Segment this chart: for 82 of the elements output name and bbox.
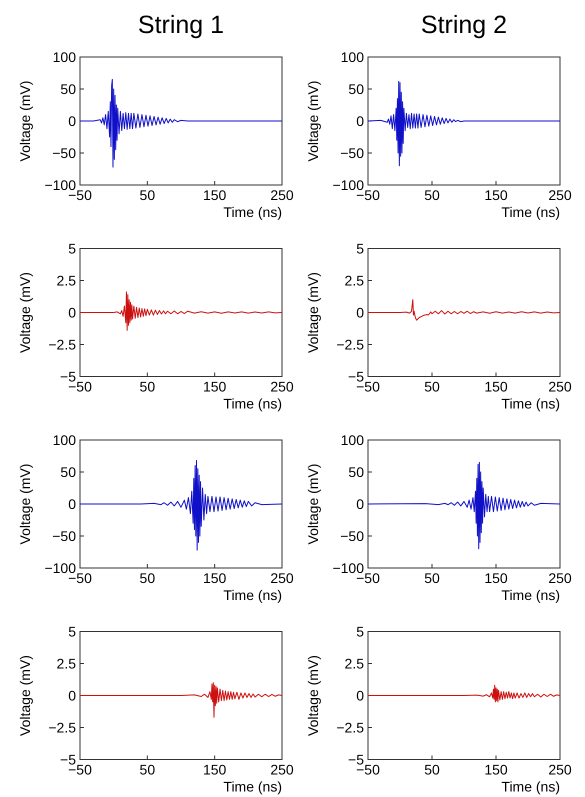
y-tick-label: 5 [356, 624, 364, 640]
y-tick-label: 5 [68, 624, 76, 640]
x-tick-label: 50 [140, 570, 156, 586]
y-tick-label: −2.5 [48, 336, 76, 352]
y-tick-label: −50 [52, 528, 76, 544]
x-tick-label: 150 [484, 378, 508, 394]
x-tick-label: 250 [270, 762, 294, 778]
y-tick-label: −50 [52, 145, 76, 161]
line-series [80, 460, 282, 551]
y-tick-label: 5 [68, 240, 76, 256]
x-tick-label: 150 [484, 762, 508, 778]
x-tick-label: 50 [424, 570, 440, 586]
line-series [80, 682, 282, 718]
y-tick-label: −2.5 [336, 720, 364, 736]
x-axis-title: Time (ns) [501, 778, 560, 794]
y-tick-label: 100 [52, 49, 76, 65]
line-series [368, 462, 560, 550]
x-tick-label: 250 [270, 187, 294, 203]
line-series [80, 78, 282, 168]
y-axis-title: Voltage (mV) [305, 80, 321, 162]
x-tick-label: 150 [202, 762, 227, 778]
y-tick-label: 50 [348, 81, 364, 97]
y-tick-label: 2.5 [344, 272, 364, 288]
x-tick-label: 50 [140, 378, 156, 394]
x-tick-label: 250 [270, 378, 294, 394]
line-series [368, 299, 560, 321]
y-tick-label: −2.5 [48, 720, 76, 736]
y-axis-title: Voltage (mV) [17, 464, 33, 544]
x-tick-label: 50 [140, 187, 156, 203]
y-tick-label: 100 [340, 432, 364, 448]
y-axis-title: Voltage (mV) [305, 655, 321, 736]
y-tick-label: 2.5 [344, 656, 364, 672]
line-series [368, 684, 560, 702]
y-tick-label: −50 [340, 528, 364, 544]
y-axis-title: Voltage (mV) [17, 272, 33, 353]
y-axis-title: Voltage (mV) [17, 80, 33, 162]
x-tick-label: 50 [424, 378, 440, 394]
x-axis-title: Time (ns) [223, 587, 282, 603]
y-tick-label: 50 [60, 81, 76, 97]
line-series [368, 80, 560, 166]
y-axis-title: Voltage (mV) [305, 272, 321, 353]
x-tick-label: 50 [140, 762, 156, 778]
y-tick-label: 0 [68, 113, 76, 129]
x-tick-label: 150 [484, 570, 508, 586]
x-axis-title: Time (ns) [223, 778, 282, 794]
x-axis-title: Time (ns) [501, 396, 560, 412]
y-tick-label: 100 [340, 49, 364, 65]
y-axis-title: Voltage (mV) [17, 655, 33, 736]
y-tick-label: 50 [348, 464, 364, 480]
y-tick-label: 0 [68, 688, 76, 704]
x-axis-title: Time (ns) [501, 204, 560, 220]
y-tick-label: 0 [356, 113, 364, 129]
x-tick-label: 150 [202, 378, 227, 394]
x-tick-label: 150 [202, 187, 227, 203]
x-tick-label: 150 [484, 187, 508, 203]
x-tick-label: 250 [270, 570, 294, 586]
chart-title: String 1 [138, 11, 224, 39]
y-axis-title: Voltage (mV) [305, 464, 321, 544]
x-tick-label: 250 [548, 378, 572, 394]
x-tick-label: 250 [548, 187, 572, 203]
y-tick-label: −50 [340, 145, 364, 161]
y-tick-label: 2.5 [56, 272, 76, 288]
y-tick-label: 0 [356, 688, 364, 704]
x-tick-label: 250 [548, 762, 572, 778]
y-tick-label: 0 [68, 496, 76, 512]
y-tick-label: −2.5 [336, 336, 364, 352]
y-tick-label: 5 [356, 240, 364, 256]
y-tick-label: 0 [356, 496, 364, 512]
y-tick-label: 50 [60, 464, 76, 480]
x-tick-label: 150 [202, 570, 227, 586]
line-series [80, 292, 282, 331]
y-tick-label: 0 [68, 304, 76, 320]
x-tick-label: 250 [548, 570, 572, 586]
y-tick-label: 0 [356, 304, 364, 320]
x-tick-label: 50 [424, 187, 440, 203]
chart-title: String 2 [420, 11, 508, 39]
x-axis-title: Time (ns) [223, 396, 282, 412]
x-axis-title: Time (ns) [223, 204, 282, 220]
y-tick-label: 100 [52, 432, 76, 448]
y-tick-label: 2.5 [56, 656, 76, 672]
x-tick-label: 50 [424, 762, 440, 778]
x-axis-title: Time (ns) [501, 587, 560, 603]
